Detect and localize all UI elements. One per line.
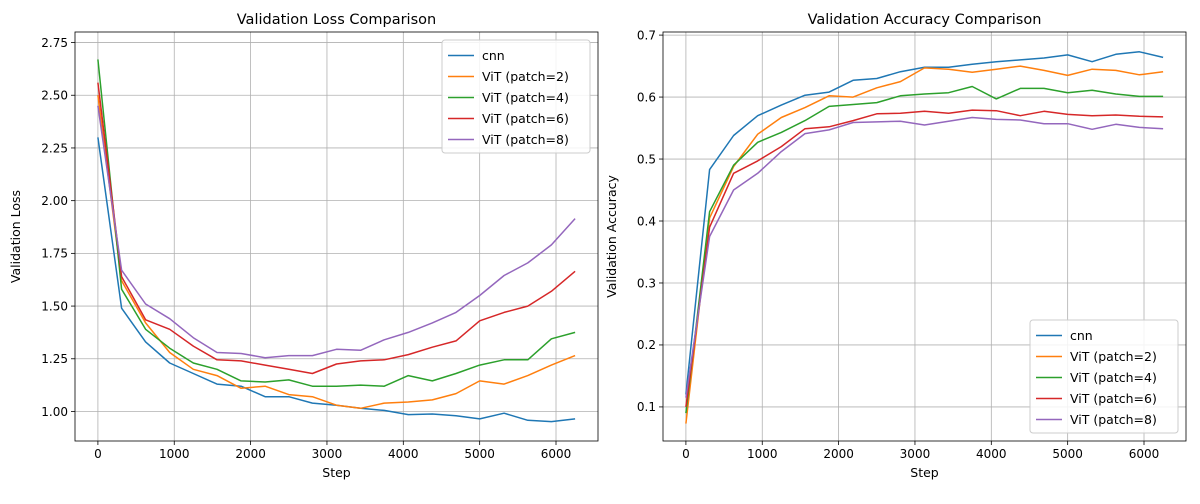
y-tick-label: 0.4 bbox=[637, 214, 656, 228]
series-line-4 bbox=[685, 116, 1164, 398]
y-tick-label: 2.50 bbox=[41, 89, 68, 103]
x-tick-label: 4000 bbox=[976, 447, 1007, 461]
series-line-2 bbox=[97, 59, 576, 387]
legend-box bbox=[1029, 319, 1179, 434]
legend: cnn ViT (patch=2) ViT (patch=4) ViT (patch=… bbox=[441, 39, 591, 154]
legend-label-4: ViT (patch=8) bbox=[1070, 412, 1157, 427]
y-tick-label: 0.5 bbox=[637, 152, 656, 166]
legend-label-0: cnn bbox=[482, 48, 505, 63]
y-tick-label: 0.3 bbox=[637, 276, 656, 290]
legend-label-0: cnn bbox=[1070, 328, 1093, 343]
y-axis-label: Validation Accuracy bbox=[604, 175, 619, 298]
x-tick-label: 3000 bbox=[312, 447, 343, 461]
y-tick-label: 1.25 bbox=[41, 352, 68, 366]
accuracy-chart: 0 1000 2000 3000 4000 5000 6000 0.1 0.2 0.3 0.4 0.5… bbox=[604, 12, 1187, 480]
y-tick-label: 2.75 bbox=[41, 36, 68, 50]
x-tick-label: 3000 bbox=[900, 447, 931, 461]
x-tick-label: 5000 bbox=[1052, 447, 1083, 461]
legend-label-1: ViT (patch=2) bbox=[482, 69, 569, 84]
x-tick-label: 6000 bbox=[541, 447, 572, 461]
series-line-0 bbox=[97, 137, 576, 423]
x-axis-label: Step bbox=[322, 465, 351, 480]
series-line-3 bbox=[97, 82, 576, 375]
x-tick-label: 0 bbox=[94, 447, 102, 461]
x-tick-label: 1000 bbox=[159, 447, 190, 461]
y-tick-label: 0.2 bbox=[637, 338, 656, 352]
series-line-1 bbox=[685, 65, 1164, 424]
y-tick-label: 0.6 bbox=[637, 90, 656, 104]
x-tick-label: 4000 bbox=[388, 447, 419, 461]
series-line-4 bbox=[97, 105, 576, 359]
x-tick-label: 1000 bbox=[747, 447, 778, 461]
y-tick-label: 0.7 bbox=[637, 28, 656, 42]
legend-box bbox=[441, 39, 591, 154]
x-tick-label: 0 bbox=[682, 447, 690, 461]
y-tick-label: 0.1 bbox=[637, 400, 656, 414]
y-tick-label: 2.25 bbox=[41, 141, 68, 155]
legend-label-2: ViT (patch=4) bbox=[1070, 370, 1157, 385]
series-line-3 bbox=[685, 109, 1164, 407]
plot-frame bbox=[74, 31, 599, 442]
legend-label-3: ViT (patch=6) bbox=[1070, 391, 1157, 406]
loss-chart: 0 1000 2000 3000 4000 5000 6000 1.00 1.25 1.50 1.7… bbox=[8, 12, 599, 480]
legend: cnn ViT (patch=2) ViT (patch=4) ViT (patch=… bbox=[1029, 319, 1179, 434]
legend-label-3: ViT (patch=6) bbox=[482, 111, 569, 126]
y-tick-label: 1.50 bbox=[41, 299, 68, 313]
series-line-2 bbox=[685, 85, 1164, 414]
chart-title: Validation Accuracy Comparison bbox=[808, 12, 1042, 28]
plot-frame bbox=[662, 31, 1187, 442]
legend-label-1: ViT (patch=2) bbox=[1070, 349, 1157, 364]
x-tick-label: 2000 bbox=[235, 447, 266, 461]
y-tick-label: 1.00 bbox=[41, 405, 68, 419]
y-axis-label: Validation Loss bbox=[8, 190, 23, 283]
x-tick-label: 2000 bbox=[823, 447, 854, 461]
legend-label-2: ViT (patch=4) bbox=[482, 90, 569, 105]
x-tick-label: 6000 bbox=[1129, 447, 1160, 461]
series-line-1 bbox=[97, 95, 576, 410]
x-axis-label: Step bbox=[910, 465, 939, 480]
legend-label-4: ViT (patch=8) bbox=[482, 132, 569, 147]
y-tick-label: 2.00 bbox=[41, 194, 68, 208]
x-tick-label: 5000 bbox=[464, 447, 495, 461]
chart-title: Validation Loss Comparison bbox=[237, 12, 436, 28]
y-tick-label: 1.75 bbox=[41, 247, 68, 261]
